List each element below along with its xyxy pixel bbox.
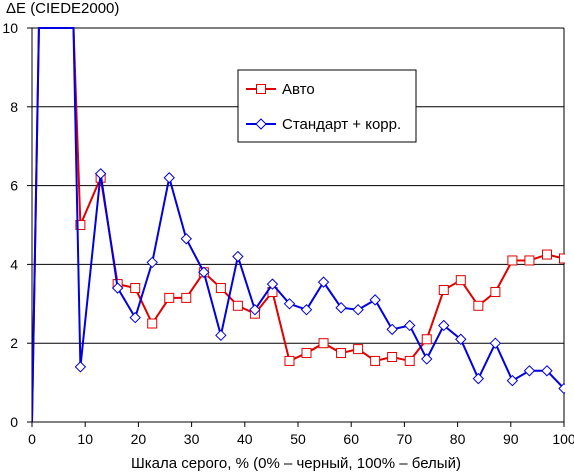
data-point-square [524, 255, 535, 266]
x-tick-label: 90 [503, 431, 519, 447]
x-tick-label: 30 [184, 431, 200, 447]
data-point-square [215, 283, 226, 294]
legend: Авто Стандарт + корр. [237, 69, 417, 143]
x-tick-label: 80 [450, 431, 466, 447]
data-point-diamond [74, 361, 87, 373]
x-tick-label: 20 [131, 431, 147, 447]
data-point-square [232, 300, 243, 311]
data-point-square [75, 220, 86, 230]
x-tick-label: 50 [290, 431, 306, 447]
x-tick-label: 10 [77, 431, 93, 447]
data-point-diamond [489, 337, 502, 349]
data-point-diamond [232, 250, 244, 263]
x-tick-labels: 0 10 20 30 40 50 60 70 80 90 100 [28, 422, 574, 447]
data-point-diamond [438, 319, 450, 332]
data-point-square [164, 292, 175, 303]
y-tick-label: 6 [10, 178, 18, 194]
data-point-square [336, 348, 347, 359]
data-point-square [353, 344, 364, 355]
data-point-diamond [541, 365, 553, 377]
data-point-diamond [146, 256, 158, 269]
data-point-diamond [558, 382, 565, 395]
y-tick-label: 10 [2, 20, 18, 36]
legend-marker-square [256, 84, 266, 94]
data-point-diamond [523, 365, 536, 377]
x-axis-title: Шкала серого, % (0% – черный, 100% – бел… [131, 455, 461, 472]
legend-marker-diamond [255, 118, 267, 130]
x-tick-label: 100 [552, 431, 574, 447]
data-point-diamond [300, 304, 313, 316]
data-point-square [181, 292, 192, 303]
data-point-diamond [386, 323, 398, 336]
data-point-diamond [283, 298, 296, 310]
y-tick-labels: 0 2 4 6 8 10 [2, 20, 32, 430]
y-tick-label: 2 [10, 335, 18, 351]
data-point-diamond [352, 304, 364, 316]
data-point-square [473, 300, 484, 311]
series-clipped [32, 27, 565, 423]
data-point-square [490, 286, 501, 297]
x-tick-label: 60 [343, 431, 359, 447]
grid [32, 27, 564, 344]
data-point-square [318, 338, 329, 349]
data-point-diamond [111, 282, 124, 294]
data-point-diamond [421, 353, 433, 365]
data-point-square [507, 255, 518, 266]
data-point-diamond [455, 333, 467, 345]
series-layer [32, 27, 565, 423]
data-point-square [370, 355, 381, 366]
data-point-diamond [198, 266, 210, 278]
data-point-square [284, 355, 295, 366]
legend-label: Авто [282, 81, 315, 98]
data-point-diamond [335, 302, 347, 314]
data-point-diamond [180, 233, 192, 245]
data-point-diamond [129, 311, 141, 324]
legend-label: Стандарт + корр. [282, 116, 401, 133]
data-point-diamond [472, 372, 485, 385]
data-point-square [404, 355, 415, 366]
data-point-square [455, 275, 466, 286]
y-tick-label: 4 [10, 256, 18, 272]
data-point-square [541, 249, 552, 260]
data-point-diamond [94, 168, 107, 180]
data-point-square [130, 283, 141, 294]
data-point-diamond [163, 172, 175, 184]
x-tick-label: 40 [237, 431, 253, 447]
data-point-square [438, 285, 449, 296]
data-point-diamond [266, 278, 279, 290]
data-point-square [147, 318, 158, 329]
data-point-diamond [506, 374, 519, 387]
data-point-square [301, 348, 312, 359]
data-point-diamond [249, 304, 261, 316]
y-axis-title: ΔE (CIEDE2000) [6, 0, 119, 17]
legend-box [237, 69, 417, 143]
y-tick-label: 0 [10, 414, 18, 430]
data-point-diamond [369, 294, 381, 306]
data-point-square [559, 253, 565, 264]
y-tick-label: 8 [10, 99, 18, 115]
data-point-diamond [317, 276, 330, 288]
x-tick-label: 70 [397, 431, 413, 447]
x-tick-label: 0 [28, 431, 36, 447]
data-point-square [387, 351, 398, 362]
data-point-square [421, 334, 432, 345]
data-point-diamond [215, 329, 227, 342]
data-point-diamond [404, 319, 416, 332]
